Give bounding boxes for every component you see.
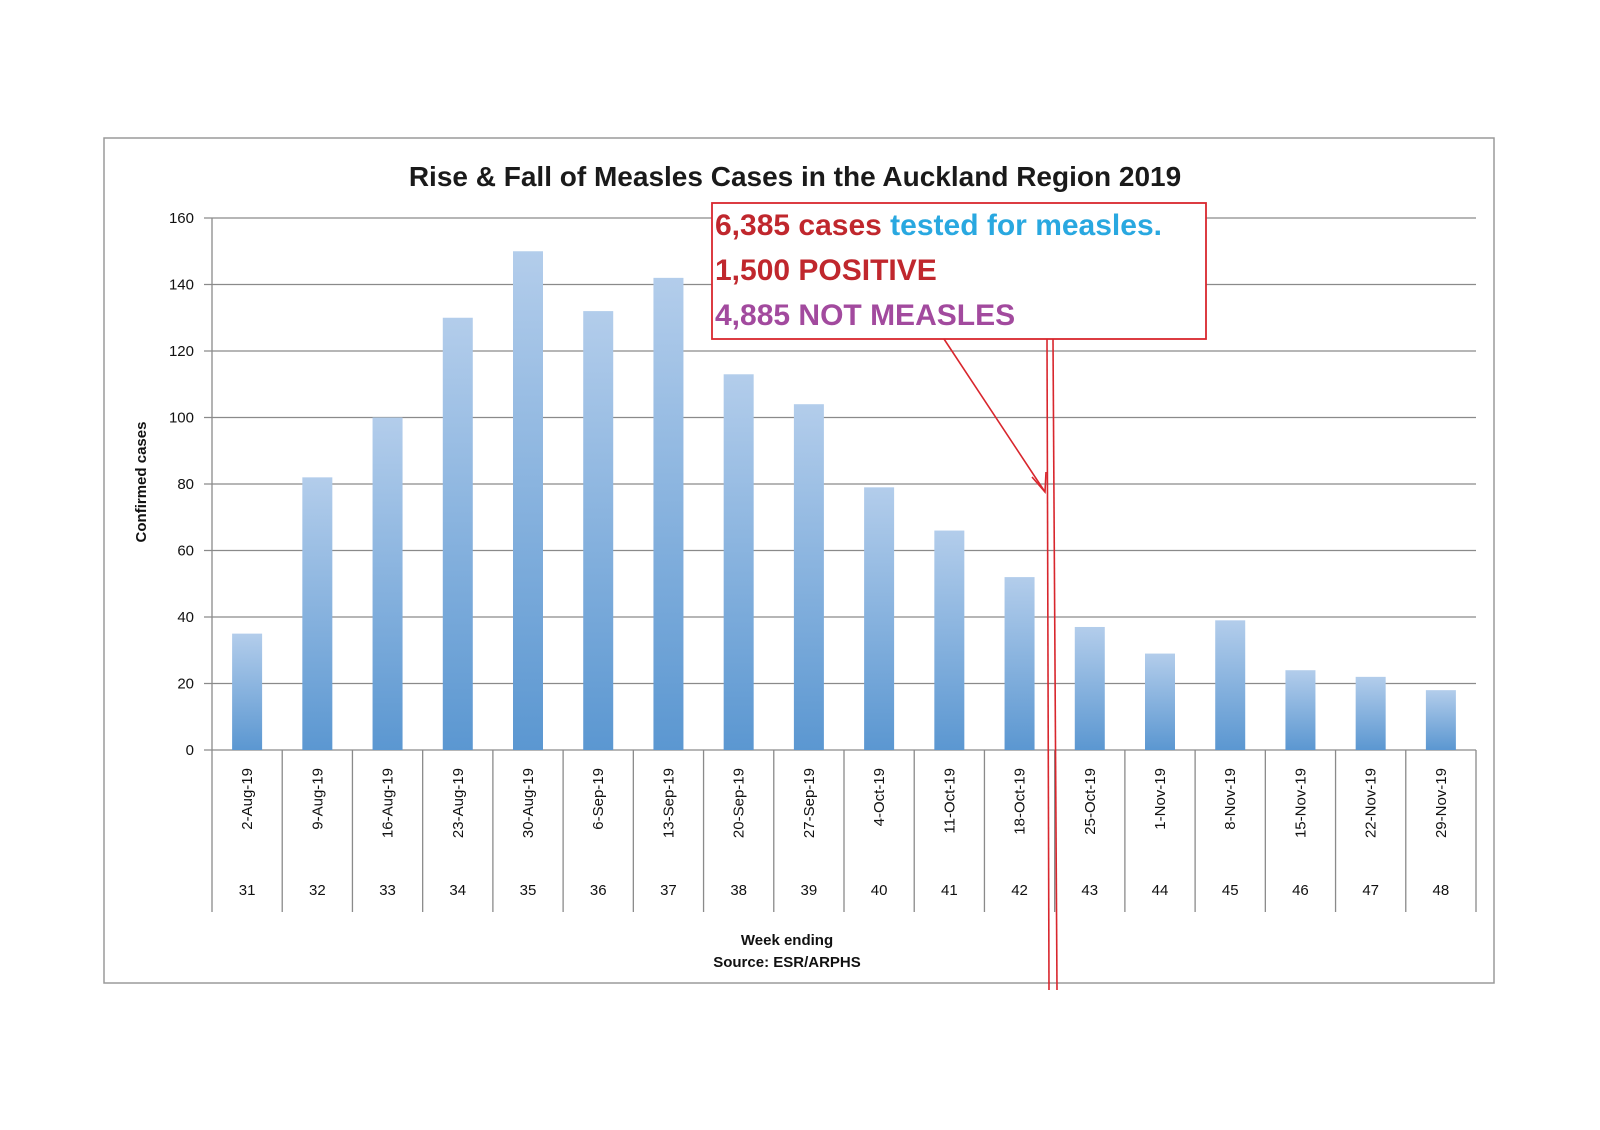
x-tick-label-date: 22-Nov-19 [1363, 768, 1380, 838]
bar-18-Oct-19 [1004, 577, 1035, 750]
x-axis-label: Week ending [741, 932, 833, 949]
y-tick-label: 140 [169, 277, 194, 294]
x-tick-label-week: 48 [1433, 882, 1450, 899]
y-axis-ticks: 0 20 40 60 80 100 120 140 160 [169, 210, 194, 759]
bar-13-Sep-19 [653, 277, 684, 750]
x-tick-label-date: 2-Aug-19 [239, 768, 256, 830]
x-tick-label-date: 4-Oct-19 [871, 768, 888, 826]
x-tick-label-date: 20-Sep-19 [731, 768, 748, 838]
bar-1-Nov-19 [1145, 653, 1175, 750]
x-tick-label-date: 11-Oct-19 [941, 768, 958, 834]
x-tick-label-week: 37 [660, 882, 677, 899]
bar-23-Aug-19 [442, 317, 473, 750]
x-tick-label-date: 23-Aug-19 [450, 768, 467, 838]
x-tick-label-week: 47 [1362, 882, 1379, 899]
annotation-line-1: 6,385 cases tested for measles. [715, 209, 1162, 242]
bar-15-Nov-19 [1285, 670, 1316, 750]
y-tick-label: 20 [177, 676, 194, 693]
x-tick-label-date: 29-Nov-19 [1433, 768, 1450, 838]
x-tick-label-week: 34 [449, 882, 466, 899]
y-tick-label: 0 [186, 742, 194, 759]
bar-6-Sep-19 [583, 311, 614, 750]
x-tick-label-week: 43 [1081, 882, 1098, 899]
bar-30-Aug-19 [513, 251, 543, 750]
bar-2-Aug-19 [232, 633, 263, 750]
y-tick-label: 120 [169, 343, 194, 360]
x-tick-label-date: 18-Oct-19 [1012, 768, 1029, 835]
divider-line-right [1052, 338, 1058, 991]
x-tick-label-date: 1-Nov-19 [1152, 768, 1169, 830]
y-tick-label: 60 [177, 543, 194, 560]
x-tick-label-week: 40 [871, 882, 888, 899]
x-tick-label-week: 36 [590, 882, 607, 899]
chart-title: Rise & Fall of Measles Cases in the Auck… [409, 161, 1181, 192]
x-tick-label-week: 45 [1222, 882, 1239, 899]
bar-16-Aug-19 [372, 417, 403, 750]
x-tick-label-week: 41 [941, 882, 958, 899]
x-tick-label-date: 6-Sep-19 [590, 768, 607, 830]
bar-9-Aug-19 [302, 477, 333, 750]
annotation-arrow [943, 338, 1046, 493]
arrow-head [1031, 471, 1047, 495]
x-axis: 2-Aug-19 31 9-Aug-19 32 16-Aug-19 33 23-Aug-19… [211, 750, 1477, 912]
x-tick-label-date: 8-Nov-19 [1222, 768, 1239, 830]
source-note: Source: ESR/ARPHS [713, 954, 861, 971]
y-tick-label: 160 [169, 210, 194, 227]
x-tick-label-date: 25-Oct-19 [1082, 768, 1099, 835]
bar-4-Oct-19 [864, 487, 895, 750]
x-tick-label-date: 13-Sep-19 [660, 768, 677, 838]
x-tick-label-date: 15-Nov-19 [1292, 768, 1309, 838]
annotation-positive: 1,500 POSITIVE [715, 254, 937, 287]
annotation-not-measles: 4,885 NOT MEASLES [715, 299, 1015, 332]
annotation-tested-text: tested for measles. [890, 209, 1162, 242]
bars [232, 251, 1456, 750]
x-tick-label-week: 33 [379, 882, 396, 899]
x-tick-label-week: 42 [1011, 882, 1028, 899]
y-tick-label: 100 [169, 410, 194, 427]
x-tick-label-date: 27-Sep-19 [801, 768, 818, 838]
bar-8-Nov-19 [1215, 620, 1246, 750]
bar-29-Nov-19 [1425, 690, 1456, 750]
x-tick-label-week: 31 [239, 882, 256, 899]
x-tick-label-week: 44 [1152, 882, 1169, 899]
x-tick-label-week: 38 [730, 882, 747, 899]
bar-11-Oct-19 [934, 530, 965, 750]
annotation-box [711, 202, 1207, 340]
x-tick-label-date: 9-Aug-19 [309, 768, 326, 830]
y-tick-label: 40 [177, 609, 194, 626]
bar-22-Nov-19 [1355, 676, 1386, 750]
annotation-cases-count: 6,385 cases [715, 209, 890, 242]
bar-25-Oct-19 [1074, 626, 1105, 750]
x-tick-label-date: 30-Aug-19 [520, 768, 537, 838]
y-tick-label: 80 [177, 476, 194, 493]
bar-27-Sep-19 [793, 404, 824, 750]
divider-line-left [1046, 338, 1050, 991]
x-tick-label-date: 16-Aug-19 [380, 768, 397, 838]
y-axis-label: Confirmed cases [133, 422, 150, 543]
bar-20-Sep-19 [723, 374, 754, 750]
x-tick-label-week: 39 [801, 882, 818, 899]
annotation-marker [943, 338, 1058, 991]
x-tick-label-week: 32 [309, 882, 326, 899]
x-tick-label-week: 35 [520, 882, 537, 899]
x-tick-label-week: 46 [1292, 882, 1309, 899]
